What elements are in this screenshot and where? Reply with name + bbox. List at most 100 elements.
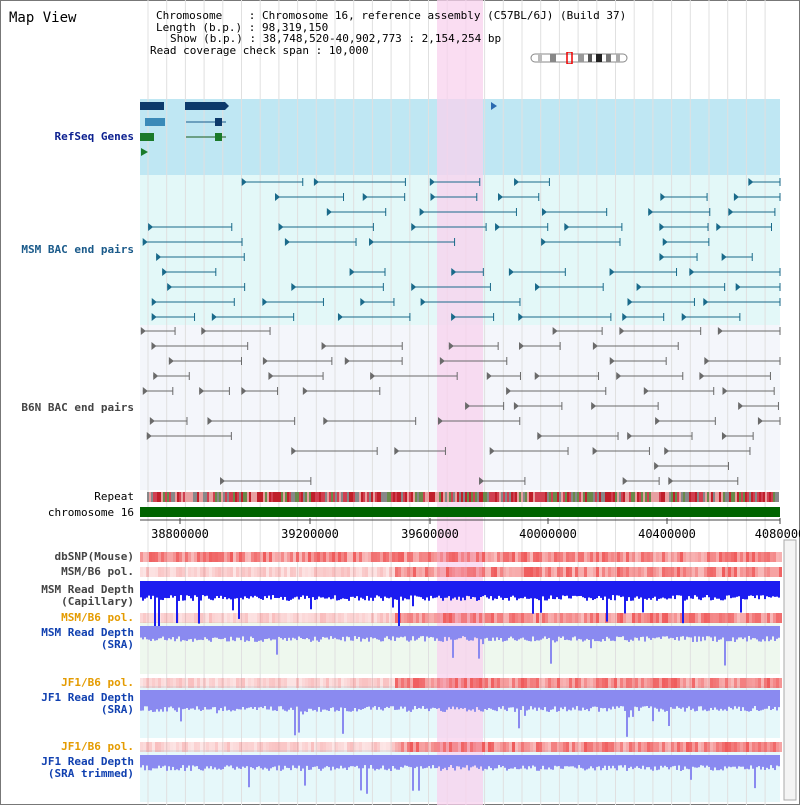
dbsnp-heat	[743, 552, 746, 562]
repeat-mark	[759, 492, 761, 502]
repeat-mark	[579, 492, 581, 502]
dbsnp-heat	[386, 552, 389, 562]
jf1-depth-sra-bar	[444, 690, 446, 712]
jf1-b6-pol-heat	[752, 742, 755, 752]
msm-depth-capillary-bar	[364, 581, 366, 601]
msm-b6-pol-heat	[551, 567, 554, 577]
msm-b6-pol-heat	[221, 567, 224, 577]
msm-depth-capillary-bar	[292, 581, 294, 599]
msm-depth-capillary-bar	[606, 581, 608, 622]
repeat-mark	[591, 492, 593, 502]
dbsnp-heat	[476, 552, 479, 562]
repeat-mark	[487, 492, 489, 502]
msm-b6-pol-heat	[251, 613, 254, 623]
b6n-bac-end	[717, 327, 723, 335]
msm-depth-sra-bar	[588, 626, 590, 640]
repeat-mark	[307, 492, 309, 502]
jf1-depth-sra-bar	[476, 690, 478, 708]
jf1-b6-pol-heat	[176, 742, 179, 752]
jf1-b6-pol-label-1[interactable]: JF1/B6 pol.	[61, 676, 134, 689]
chromosome-label[interactable]: chromosome 16	[47, 506, 134, 519]
repeat-mark	[457, 492, 459, 502]
dbsnp-heat	[209, 552, 212, 562]
jf1-b6-pol-heat	[605, 742, 608, 752]
msm-b6-pol-label-2[interactable]: MSM/B6 pol.	[61, 611, 134, 624]
jf1-depth-trim-bar	[272, 755, 274, 768]
msm-depth-capillary-bar	[268, 581, 270, 596]
msm-depth-sra-bar	[510, 626, 512, 637]
msm-b6-pol-heat	[674, 613, 677, 623]
jf1-b6-pol-heat	[716, 742, 719, 752]
dbsnp-label[interactable]: dbSNP(Mouse)	[54, 550, 134, 563]
jf1-b6-pol-heat	[656, 742, 659, 752]
jf1-depth-trim-label[interactable]: JF1 Read Depth (SRA trimmed)	[41, 755, 134, 780]
msm-bac-end	[733, 193, 739, 201]
msm-b6-pol-heat	[518, 613, 521, 623]
repeat-mark	[731, 492, 733, 502]
jf1-b6-pol-heat	[305, 742, 308, 752]
jf1-b6-pol-heat	[518, 678, 521, 688]
msm-b6-pol-heat	[503, 567, 506, 577]
jf1-b6-pol-heat	[569, 678, 572, 688]
msm-depth-sra-bar	[398, 626, 400, 638]
b6n-bac-end	[140, 327, 146, 335]
jf1-depth-trim-bar	[596, 755, 598, 767]
repeat-label[interactable]: Repeat	[94, 490, 134, 503]
jf1-b6-pol-heat	[407, 742, 410, 752]
msm-bac-label[interactable]: MSM BAC end pairs	[21, 243, 134, 256]
jf1-depth-trim-bar	[292, 755, 294, 766]
jf1-b6-pol-heat	[581, 678, 584, 688]
jf1-depth-sra-bar	[586, 690, 588, 710]
msm-depth-sra-bar	[710, 626, 712, 638]
jf1-depth-sra-bar	[622, 690, 624, 707]
jf1-b6-pol-heat	[698, 678, 701, 688]
jf1-b6-pol-label-2[interactable]: JF1/B6 pol.	[61, 740, 134, 753]
chromosome-ideogram[interactable]	[530, 52, 630, 64]
gene	[140, 102, 164, 110]
msm-b6-pol-heat	[146, 567, 149, 577]
msm-b6-pol-heat	[611, 567, 614, 577]
jf1-b6-pol-heat	[203, 678, 206, 688]
msm-depth-capillary-bar	[308, 581, 310, 599]
jf1-depth-sra-bar	[744, 690, 746, 711]
msm-b6-pol-heat	[425, 613, 428, 623]
dbsnp-heat	[380, 552, 383, 562]
msm-depth-capillary-bar	[402, 581, 404, 601]
jf1-depth-trim-bar	[202, 755, 204, 771]
msm-b6-pol-heat	[395, 567, 398, 577]
jf1-depth-sra-bar	[416, 690, 418, 710]
msm-b6-pol-heat	[746, 613, 749, 623]
msm-depth-capillary-bar	[508, 581, 510, 601]
refseq-genes-label[interactable]: RefSeq Genes	[54, 130, 134, 143]
dbsnp-heat	[506, 552, 509, 562]
repeat-mark	[743, 492, 745, 502]
msm-b6-pol-label-1[interactable]: MSM/B6 pol.	[61, 565, 134, 578]
jf1-depth-trim-bar	[254, 755, 256, 770]
jf1-depth-trim-bar	[586, 755, 588, 770]
msm-depth-capillary-bar	[196, 581, 198, 597]
msm-depth-capillary-bar	[712, 581, 714, 600]
msm-depth-capillary-label[interactable]: MSM Read Depth (Capillary)	[41, 583, 134, 608]
msm-depth-sra-bar	[462, 626, 464, 637]
msm-depth-sra-bar	[222, 626, 224, 639]
msm-b6-pol-heat	[194, 567, 197, 577]
msm-depth-sra-bar	[382, 626, 384, 642]
dbsnp-heat	[533, 552, 536, 562]
b6n-bac-label[interactable]: B6N BAC end pairs	[21, 401, 134, 414]
msm-depth-capillary-bar	[332, 581, 334, 599]
jf1-b6-pol-heat	[260, 742, 263, 752]
jf1-b6-pol-heat	[398, 742, 401, 752]
repeat-mark	[261, 492, 263, 502]
msm-b6-pol-heat	[716, 613, 719, 623]
jf1-depth-trim-bar	[306, 755, 308, 766]
msm-depth-sra-label[interactable]: MSM Read Depth (SRA)	[41, 626, 134, 651]
jf1-depth-trim-bar	[572, 755, 574, 767]
msm-bac-end	[151, 298, 157, 306]
jf1-depth-sra-label[interactable]: JF1 Read Depth (SRA)	[41, 691, 134, 716]
jf1-b6-pol-heat	[431, 678, 434, 688]
jf1-b6-pol-heat	[650, 678, 653, 688]
msm-b6-pol-heat	[494, 613, 497, 623]
jf1-b6-pol-heat	[536, 742, 539, 752]
msm-b6-pol-heat	[233, 613, 236, 623]
